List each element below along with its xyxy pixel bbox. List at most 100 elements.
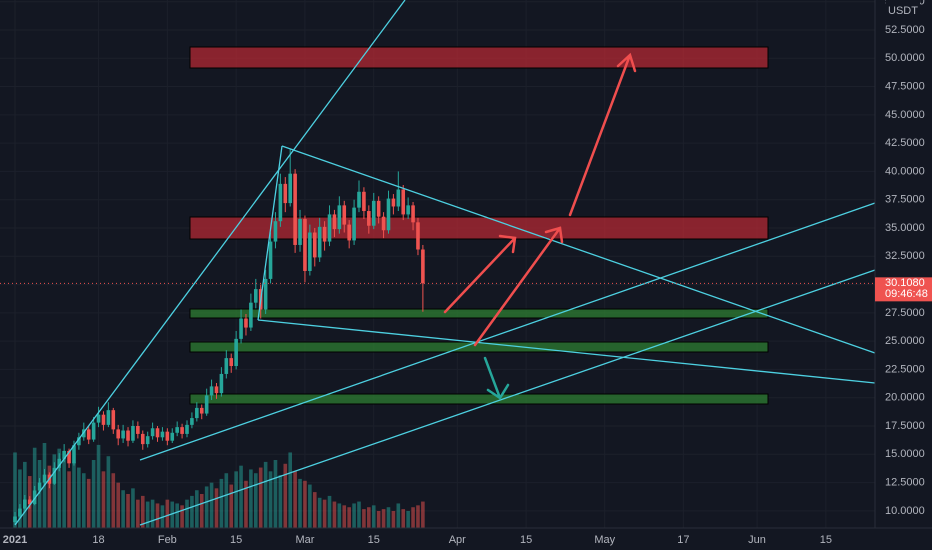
support-zone xyxy=(189,308,769,319)
candle-body xyxy=(13,516,17,523)
y-tick-label: 50.0000 xyxy=(885,52,925,64)
volume-bar xyxy=(283,463,288,528)
candle-body xyxy=(190,418,194,425)
volume-bar xyxy=(421,501,425,528)
volume-bar xyxy=(352,503,356,528)
last-price-box xyxy=(875,277,932,302)
volume-bar xyxy=(263,461,268,528)
candle-body xyxy=(298,218,302,245)
candle-body xyxy=(416,222,420,250)
y-tick-label: 40.0000 xyxy=(885,165,925,177)
volume-bar xyxy=(411,507,415,528)
volume-bar xyxy=(209,482,214,528)
candle-body xyxy=(411,205,415,223)
volume-bar xyxy=(121,490,125,528)
volume-bar xyxy=(416,505,420,528)
candle-body xyxy=(229,358,234,367)
candle-body xyxy=(224,358,229,374)
candle-body xyxy=(199,407,204,414)
volume-bar xyxy=(116,482,120,528)
volume-bar xyxy=(37,460,42,528)
candle-body xyxy=(308,232,312,271)
y-tick-label: 32.5000 xyxy=(885,250,925,262)
candle-body xyxy=(219,373,224,394)
candle-body xyxy=(371,200,376,226)
volume-bar xyxy=(145,501,150,528)
last-price-label: 30.1080 xyxy=(885,277,925,289)
candle-body xyxy=(357,191,361,208)
candles xyxy=(13,148,425,525)
candle-body xyxy=(77,437,81,446)
volume-bar xyxy=(77,467,81,528)
candle-body xyxy=(131,425,135,441)
volume-bar xyxy=(67,471,71,528)
candle-body xyxy=(96,414,101,423)
candle-body xyxy=(145,436,150,445)
volume-bar xyxy=(86,478,91,528)
candle-body xyxy=(376,200,381,217)
x-tick-label: Apr xyxy=(449,534,466,546)
candle-body xyxy=(352,207,356,241)
volume-bar xyxy=(234,471,238,528)
trendline xyxy=(257,145,283,321)
volume-bar xyxy=(312,492,317,528)
volume-bar xyxy=(13,452,17,528)
volume-bar xyxy=(219,478,224,528)
volume-bar xyxy=(72,461,76,528)
volume-bar xyxy=(101,471,106,528)
volume-bar xyxy=(357,501,361,528)
candle-body xyxy=(185,424,189,434)
volume-bar xyxy=(386,507,391,528)
candle-body xyxy=(303,218,307,271)
currency-box xyxy=(886,0,920,18)
volume-bar xyxy=(185,499,189,528)
volume-bar xyxy=(150,499,155,528)
candle-body xyxy=(214,386,219,394)
volume-bar xyxy=(136,499,140,528)
y-tick-label: 42.5000 xyxy=(885,137,925,149)
candle-body xyxy=(249,302,253,328)
arrows xyxy=(443,52,637,400)
trendline xyxy=(139,269,876,526)
x-tick-label: Feb xyxy=(158,534,177,546)
candle-body xyxy=(111,410,116,430)
x-tick-label: 15 xyxy=(368,534,380,546)
x-tick-label: 15 xyxy=(520,534,532,546)
volume-bar xyxy=(342,505,347,528)
volume-bar xyxy=(111,473,116,528)
y-tick-label: 10.0000 xyxy=(885,505,925,517)
grid xyxy=(0,0,875,528)
candle-body xyxy=(391,198,396,207)
volume-bar xyxy=(131,488,135,528)
candle-body xyxy=(244,318,248,328)
x-tick-label: May xyxy=(594,534,615,546)
candle-body xyxy=(293,173,297,245)
volume-bar xyxy=(244,480,248,528)
volume-bar xyxy=(195,490,199,528)
candle-body xyxy=(367,211,371,226)
y-tick-label: 45.0000 xyxy=(885,109,925,121)
candle-body xyxy=(239,318,243,339)
volume-bar xyxy=(347,507,351,528)
volume-bar xyxy=(308,484,312,528)
candle-body xyxy=(195,407,199,419)
y-tick-label: 15.0000 xyxy=(885,448,925,460)
volume-bar xyxy=(126,494,130,528)
volume-bar xyxy=(18,469,22,528)
volume-bar xyxy=(278,475,283,528)
volume-bar xyxy=(96,444,101,528)
volume-bar xyxy=(204,486,209,528)
candle-body xyxy=(180,427,184,434)
volume-bar xyxy=(47,465,52,528)
volume-bar xyxy=(106,456,111,528)
candle-body xyxy=(332,214,337,230)
candle-body xyxy=(337,205,342,230)
candle-body xyxy=(42,474,47,483)
volume-bar xyxy=(224,473,229,528)
volume-bar xyxy=(381,509,386,528)
volume-bar xyxy=(298,478,302,528)
volume-bar xyxy=(165,499,170,528)
volume-bar xyxy=(140,495,145,528)
arrow xyxy=(568,52,637,217)
